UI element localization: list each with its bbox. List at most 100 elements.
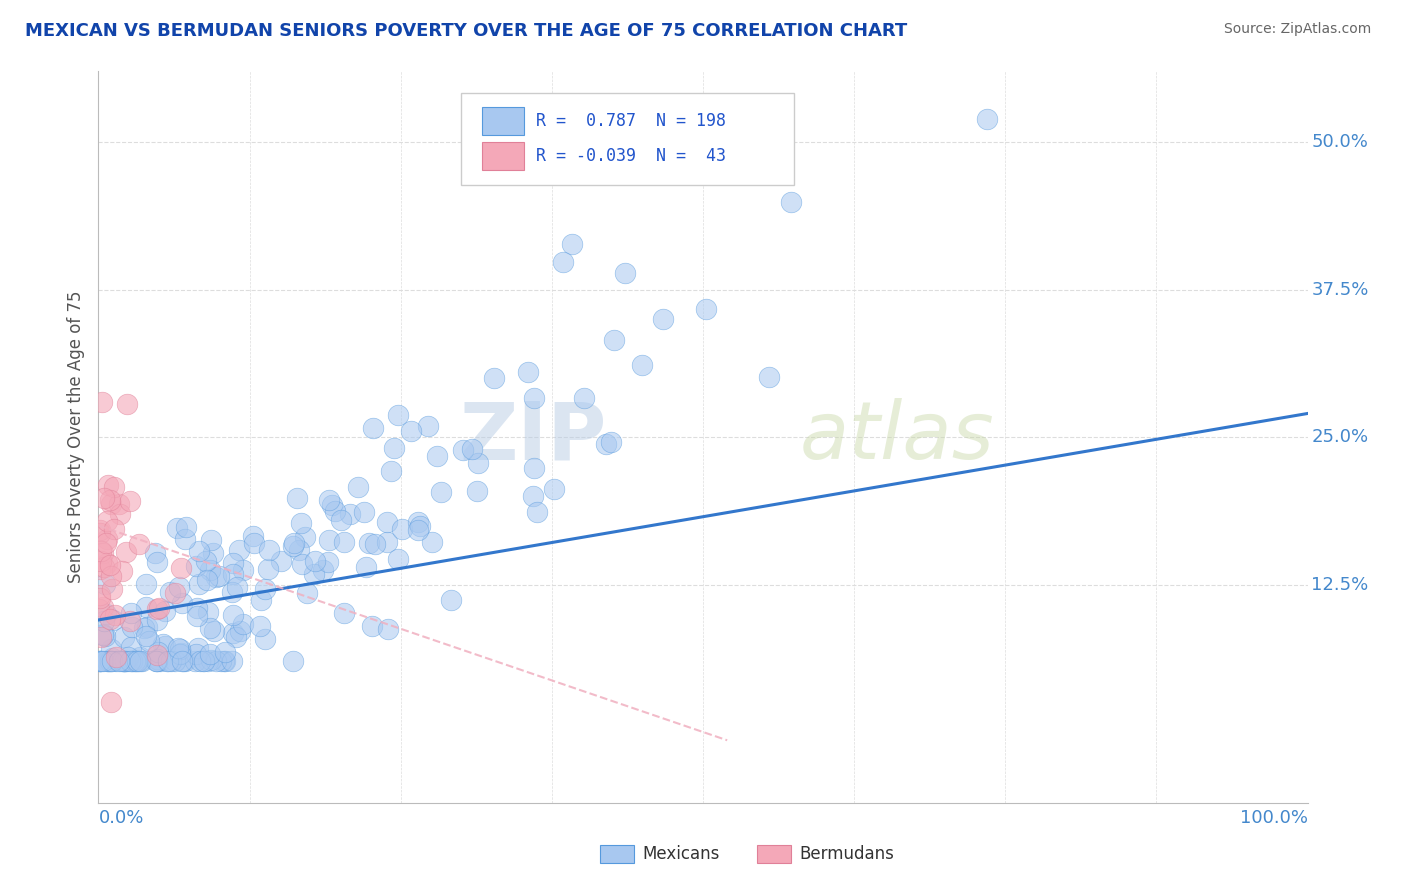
Text: Mexicans: Mexicans	[643, 845, 720, 863]
Point	[96, 514, 118, 528]
Point	[121, 654, 143, 668]
Point	[406, 523, 429, 537]
Point	[288, 543, 311, 558]
Point	[290, 516, 312, 530]
Point	[114, 654, 136, 668]
Point	[156, 654, 179, 668]
Point	[695, 301, 717, 316]
Point	[146, 654, 169, 668]
Point	[169, 647, 191, 661]
Text: atlas: atlas	[800, 398, 994, 476]
Point	[613, 267, 636, 281]
Point	[112, 630, 135, 644]
Text: 50.0%: 50.0%	[1312, 133, 1368, 151]
Point	[111, 564, 134, 578]
Point	[779, 194, 801, 209]
Text: MEXICAN VS BERMUDAN SENIORS POVERTY OVER THE AGE OF 75 CORRELATION CHART: MEXICAN VS BERMUDAN SENIORS POVERTY OVER…	[25, 22, 907, 40]
Point	[170, 561, 193, 575]
Point	[98, 612, 121, 626]
Text: R =  0.787  N = 198: R = 0.787 N = 198	[536, 112, 725, 130]
Point	[89, 526, 111, 541]
Point	[191, 654, 214, 668]
Text: Bermudans: Bermudans	[800, 845, 894, 863]
Text: Source: ZipAtlas.com: Source: ZipAtlas.com	[1223, 22, 1371, 37]
Point	[200, 533, 222, 548]
Point	[526, 505, 548, 519]
Point	[128, 536, 150, 550]
Text: 12.5%: 12.5%	[1312, 575, 1368, 593]
Point	[120, 606, 142, 620]
Point	[118, 493, 141, 508]
Point	[285, 491, 308, 505]
Point	[323, 503, 346, 517]
Point	[318, 533, 340, 548]
Point	[108, 497, 131, 511]
Point	[316, 555, 339, 569]
Point	[221, 556, 243, 570]
Point	[103, 522, 125, 536]
Point	[87, 602, 110, 616]
Point	[295, 586, 318, 600]
Point	[89, 654, 111, 668]
Point	[270, 554, 292, 568]
Point	[976, 112, 998, 126]
Point	[440, 593, 463, 607]
Point	[98, 654, 121, 668]
Point	[93, 560, 115, 574]
Point	[377, 515, 399, 529]
Point	[129, 650, 152, 665]
Point	[304, 554, 326, 568]
Point	[467, 456, 489, 470]
Point	[146, 555, 169, 569]
Point	[523, 460, 546, 475]
Point	[387, 551, 409, 566]
Point	[461, 442, 484, 457]
Point	[143, 546, 166, 560]
Point	[163, 654, 186, 668]
Point	[103, 481, 125, 495]
Point	[551, 255, 574, 269]
Point	[391, 522, 413, 536]
Point	[100, 582, 122, 596]
Point	[90, 394, 112, 409]
Point	[409, 519, 432, 533]
Point	[166, 640, 188, 655]
Point	[225, 630, 247, 644]
Point	[94, 577, 117, 591]
Text: 37.5%: 37.5%	[1312, 281, 1368, 299]
Point	[104, 608, 127, 623]
Point	[599, 435, 621, 450]
Point	[173, 532, 195, 546]
Point	[561, 237, 583, 252]
Point	[184, 558, 207, 573]
Point	[97, 654, 120, 668]
Point	[353, 505, 375, 519]
Point	[387, 408, 409, 422]
Point	[380, 464, 402, 478]
Point	[187, 640, 209, 655]
Point	[205, 570, 228, 584]
Text: 25.0%: 25.0%	[1312, 428, 1368, 446]
Point	[96, 478, 118, 492]
Point	[484, 371, 506, 385]
Point	[214, 654, 236, 668]
Point	[148, 601, 170, 615]
FancyBboxPatch shape	[482, 107, 524, 135]
Point	[104, 654, 127, 668]
Point	[117, 654, 139, 668]
Point	[172, 654, 194, 668]
Point	[91, 600, 114, 615]
Point	[127, 654, 149, 668]
Point	[105, 649, 128, 664]
Point	[156, 654, 179, 668]
Point	[422, 535, 444, 549]
Point	[193, 654, 215, 668]
Point	[145, 654, 167, 668]
Point	[91, 627, 114, 641]
Point	[465, 483, 488, 498]
Y-axis label: Seniors Poverty Over the Age of 75: Seniors Poverty Over the Age of 75	[66, 291, 84, 583]
Point	[166, 521, 188, 535]
Point	[333, 535, 356, 549]
Point	[97, 654, 120, 668]
Point	[195, 553, 218, 567]
